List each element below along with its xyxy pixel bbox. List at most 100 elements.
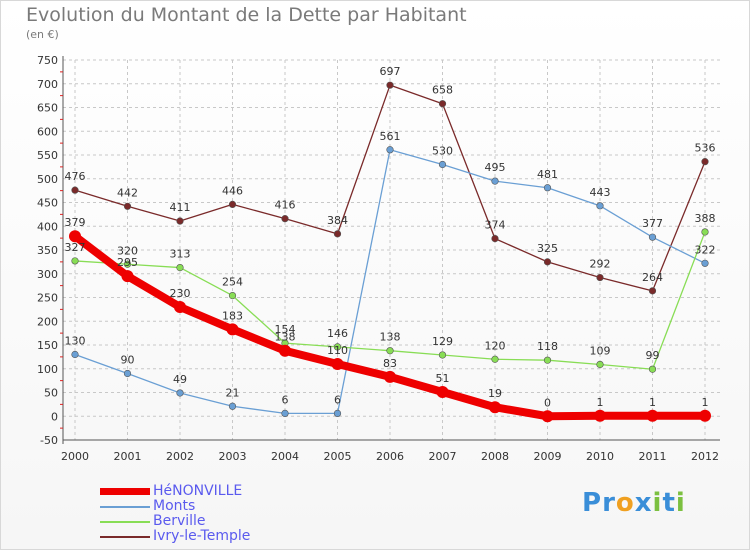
data-label: 443 [590, 186, 611, 199]
data-point [69, 230, 81, 243]
y-tick-label: 300 [37, 268, 58, 281]
y-tick-label: -50 [40, 434, 58, 447]
data-label: 442 [117, 186, 138, 199]
data-label: 379 [65, 216, 86, 229]
y-tick-label: 250 [37, 292, 58, 305]
data-label: 129 [432, 335, 453, 348]
data-point [491, 177, 499, 185]
legend-item: Berville [100, 514, 250, 529]
data-point [333, 409, 342, 418]
data-label: 1 [597, 396, 604, 409]
data-point [543, 356, 552, 364]
data-label: 325 [537, 242, 558, 255]
y-tick-label: 400 [37, 220, 58, 233]
y-tick-label: 500 [37, 173, 58, 186]
data-label: 377 [642, 217, 663, 230]
data-label: 388 [695, 212, 716, 225]
legend-label: Monts [153, 498, 196, 514]
data-point [438, 351, 447, 359]
x-tick-label: 2012 [691, 450, 719, 463]
data-point [71, 350, 79, 359]
data-point [176, 217, 184, 225]
y-tick-label: 350 [37, 244, 58, 257]
legend: HéNONVILLE Monts Berville Ivry-le-Temple [100, 484, 250, 544]
data-point [648, 287, 657, 295]
legend-swatch [100, 520, 150, 523]
data-point [699, 409, 711, 422]
data-point [333, 343, 342, 351]
data-label: 51 [436, 372, 450, 385]
data-point [596, 202, 604, 210]
data-point [543, 184, 552, 192]
data-label: 109 [590, 344, 611, 357]
legend-label: HéNONVILLE [153, 483, 243, 499]
data-label: 374 [485, 219, 506, 232]
data-label: 0 [544, 396, 551, 409]
data-label: 536 [695, 142, 716, 155]
data-label: 292 [590, 258, 611, 271]
data-point [648, 365, 657, 373]
data-label: 230 [170, 287, 191, 300]
x-tick-label: 2007 [429, 450, 457, 463]
data-point [386, 146, 394, 154]
data-point [596, 360, 604, 369]
y-tick-label: 550 [37, 149, 58, 162]
data-label: 138 [380, 331, 401, 344]
data-point [596, 273, 604, 282]
legend-item: Monts [100, 499, 250, 514]
data-point [281, 215, 289, 223]
data-label: 1 [649, 396, 656, 409]
y-tick-label: 450 [37, 197, 58, 210]
legend-label: Ivry-le-Temple [153, 528, 251, 544]
x-tick-label: 2002 [166, 450, 194, 463]
logo-letter: r [602, 488, 616, 518]
data-point [123, 369, 132, 378]
data-label: 21 [226, 386, 240, 399]
data-label: 481 [537, 168, 558, 181]
data-label: 295 [117, 256, 138, 269]
data-label: 110 [327, 344, 348, 357]
x-tick-label: 2011 [639, 450, 667, 463]
data-label: 6 [282, 393, 289, 406]
logo-letter: x [634, 488, 653, 518]
data-point [489, 401, 501, 414]
data-point [71, 186, 79, 194]
y-tick-label: 0 [51, 410, 58, 423]
x-tick-label: 2000 [61, 450, 89, 463]
legend-swatch [100, 505, 150, 508]
data-point [228, 402, 237, 410]
data-label: 154 [275, 323, 296, 336]
data-label: 264 [642, 271, 663, 284]
data-point [121, 270, 134, 283]
data-label: 6 [334, 393, 341, 406]
data-point [123, 202, 132, 210]
data-point [648, 233, 657, 241]
legend-label: Berville [153, 513, 206, 529]
data-point [646, 409, 659, 422]
data-label: 384 [327, 214, 348, 227]
data-point [228, 200, 237, 208]
data-point [543, 258, 552, 266]
x-tick-label: 2008 [481, 450, 509, 463]
data-point [71, 257, 79, 265]
data-point [491, 355, 499, 363]
y-tick-label: 50 [44, 387, 58, 400]
data-point [436, 386, 449, 399]
x-tick-label: 2004 [271, 450, 299, 463]
data-point [594, 409, 606, 422]
data-point [174, 301, 186, 313]
legend-item: HéNONVILLE [100, 484, 250, 499]
legend-item: Ivry-le-Temple [100, 529, 250, 544]
data-point [279, 344, 291, 357]
y-tick-label: 700 [37, 78, 58, 91]
data-label: 658 [432, 84, 453, 97]
data-point [491, 235, 499, 243]
y-tick-label: 750 [37, 54, 58, 67]
data-label: 146 [327, 327, 348, 340]
x-tick-label: 2001 [114, 450, 142, 463]
logo-letter: t [662, 488, 676, 518]
data-label: 327 [65, 241, 86, 254]
data-label: 90 [121, 354, 135, 367]
data-point [384, 370, 396, 383]
data-label: 411 [170, 201, 191, 214]
